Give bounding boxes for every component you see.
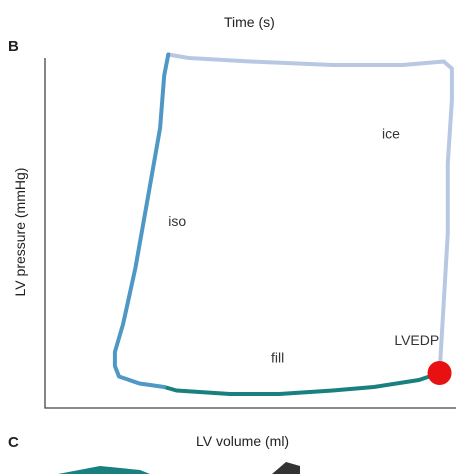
top-caption: Time (s) <box>224 14 275 30</box>
series-line-ejection <box>166 52 446 67</box>
panel-c-loop-fragment <box>58 466 150 474</box>
annotation-iso: iso <box>168 213 186 229</box>
chart-axes <box>44 58 456 409</box>
series-line-fill <box>162 371 442 396</box>
series-line-ice <box>437 59 454 375</box>
series-line-iso <box>112 52 171 389</box>
annotation-fill: fill <box>271 350 284 366</box>
annotation-ice: ice <box>382 126 400 142</box>
panel-c-arrow-fragment <box>272 462 300 474</box>
lvedp-marker <box>427 361 452 385</box>
annotation-lvedp: LVEDP <box>394 332 439 348</box>
panel-c-letter: C <box>8 434 19 451</box>
panel-b-letter: B <box>8 38 19 55</box>
bottom-caption: LV volume (ml) <box>196 433 290 449</box>
